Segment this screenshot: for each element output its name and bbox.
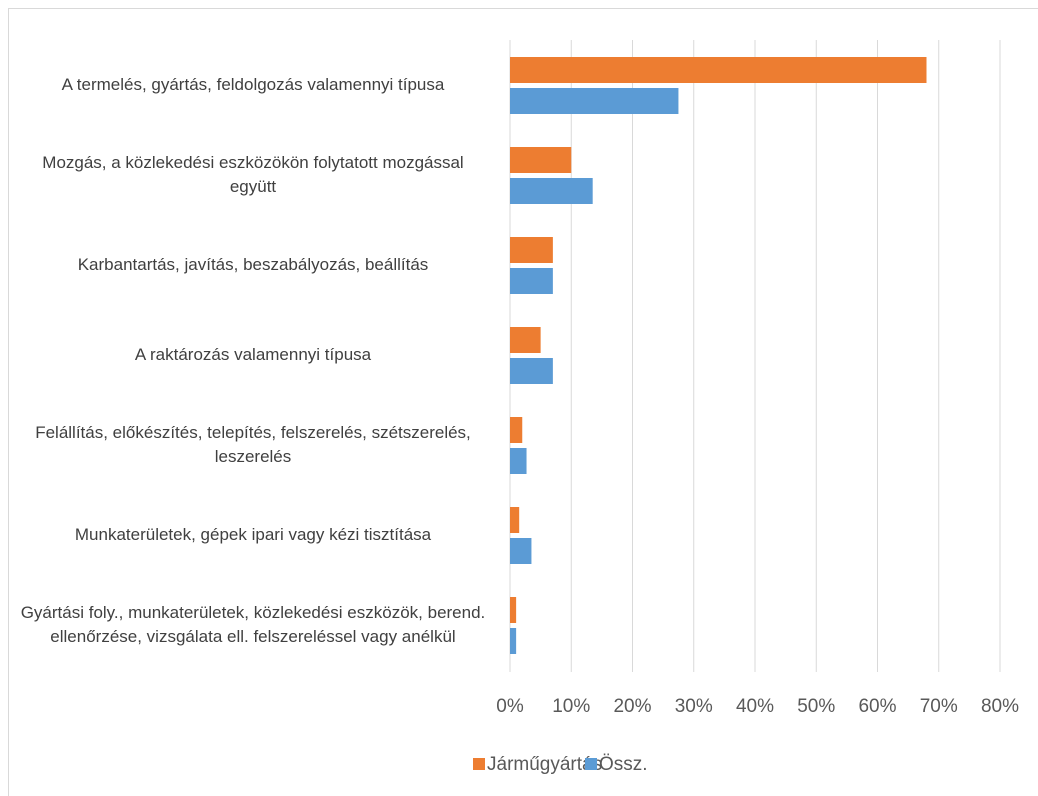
bar [510, 628, 517, 654]
y-tick-label: Gyártási foly., munkaterületek, közleked… [20, 603, 486, 646]
x-tick-label: 80% [981, 696, 1019, 717]
bar [510, 327, 541, 353]
bar [510, 448, 527, 474]
bar [510, 507, 520, 533]
bar [510, 147, 572, 173]
bar [510, 597, 517, 623]
legend-label: Járműgyártás [487, 754, 602, 775]
legend-swatch [473, 758, 485, 770]
legend-swatch [585, 758, 597, 770]
y-tick-label: Munkaterületek, gépek ipari vagy kézi ti… [74, 525, 432, 544]
bar [510, 268, 553, 294]
x-tick-label: 70% [920, 696, 958, 717]
x-tick-label: 30% [675, 696, 713, 717]
bar [510, 538, 532, 564]
x-tick-label: 0% [496, 696, 524, 717]
y-tick-label: A termelés, gyártás, feldolgozás valamen… [61, 75, 445, 94]
bar [510, 417, 523, 443]
x-tick-label: 40% [736, 696, 774, 717]
bar [510, 237, 553, 263]
legend-label: Össz. [599, 754, 648, 775]
y-tick-label: Felállítás, előkészítés, telepítés, fels… [35, 423, 471, 466]
bar [510, 57, 927, 83]
y-tick-label: Mozgás, a közlekedési eszközökön folytat… [42, 153, 464, 196]
x-tick-label: 60% [858, 696, 896, 717]
y-tick-label: Karbantartás, javítás, beszabályozás, be… [77, 255, 429, 274]
x-tick-label: 20% [613, 696, 651, 717]
bar [510, 88, 679, 114]
bar [510, 358, 553, 384]
x-tick-label: 50% [797, 696, 835, 717]
bar [510, 178, 593, 204]
chart-border [8, 8, 1038, 796]
x-tick-label: 10% [552, 696, 590, 717]
y-tick-label: A raktározás valamennyi típusa [134, 345, 372, 364]
